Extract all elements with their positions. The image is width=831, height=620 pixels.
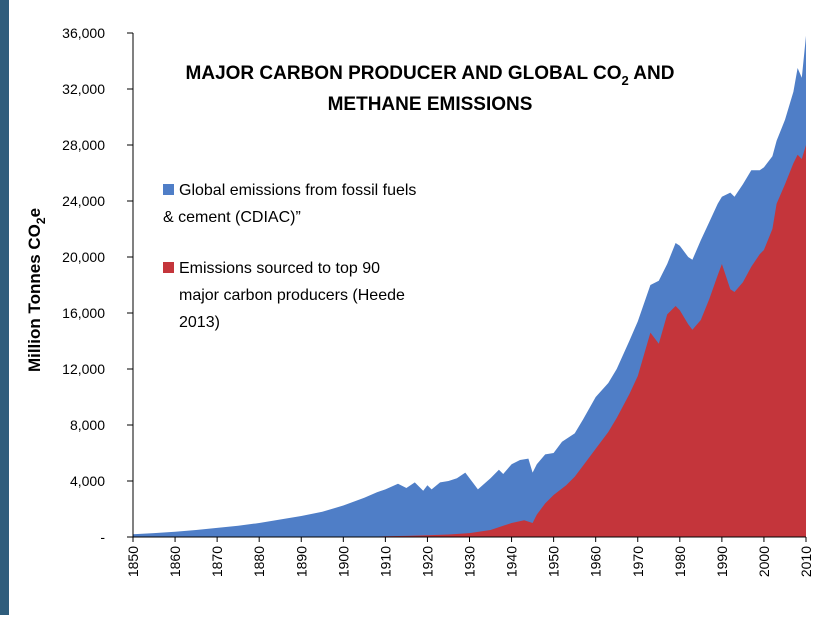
x-tick-label: 1910 [377,546,393,577]
chart-title-line2: METHANE EMISSIONS [328,94,533,115]
x-tick-label: 1850 [125,546,141,577]
axes-layer [127,32,807,542]
legend: Global emissions from fossil fuels & cem… [163,182,416,331]
y-tick-label: 28,000 [62,137,105,153]
x-tick-label: 2010 [798,546,814,577]
x-tick-label: 1880 [251,546,267,577]
legend-label-producers-line2: major carbon producers (Heede [179,287,405,304]
area-top-90-producers [133,145,806,537]
x-tick-label: 1990 [714,546,730,577]
x-tick-label: 1890 [293,546,309,577]
legend-label-global-line1: Global emissions from fossil fuels [179,182,416,199]
legend-label-producers-line1: Emissions sourced to top 90 [179,260,380,277]
legend-swatch-global [163,184,174,195]
x-tick-label: 1970 [630,546,646,577]
y-axis-label: Million Tonnes CO2e [25,208,48,372]
x-tick-labels: 1850 1860 1870 1880 1890 1900 1910 1920 1930 1940… [125,546,814,577]
y-tick-labels: - 4,000 8,000 12,000 16,000 20,000 24,000 28,00… [62,25,105,545]
y-tick-label: 20,000 [62,249,105,265]
y-tick-label: 24,000 [62,193,105,209]
x-tick-label: 1870 [209,546,225,577]
area-layer [133,35,806,538]
x-tick-label: 1940 [504,546,520,577]
x-tick-label: 1860 [167,546,183,577]
x-tick-label: 1960 [588,546,604,577]
x-tick-label: 1920 [419,546,435,577]
x-tick-label: 1900 [335,546,351,577]
x-tick-label: 1980 [672,546,688,577]
y-tick-label: 16,000 [62,305,105,321]
y-tick-label: 12,000 [62,361,105,377]
y-tick-label: 36,000 [62,25,105,41]
y-tick-label: 8,000 [70,417,105,433]
y-tick-label: - [100,529,105,545]
left-frame-strip [0,0,9,615]
x-tick-label: 1930 [462,546,478,577]
x-tick-label: 1950 [546,546,562,577]
legend-swatch-producers [163,262,174,273]
x-tick-label: 2000 [756,546,772,577]
legend-label-global-line2: & cement (CDIAC)” [163,209,301,226]
y-tick-label: 4,000 [70,473,105,489]
chart-title-line1: MAJOR CARBON PRODUCER AND GLOBAL CO2 AND [186,63,675,88]
legend-label-producers-line3: 2013) [179,314,220,331]
y-tick-label: 32,000 [62,81,105,97]
